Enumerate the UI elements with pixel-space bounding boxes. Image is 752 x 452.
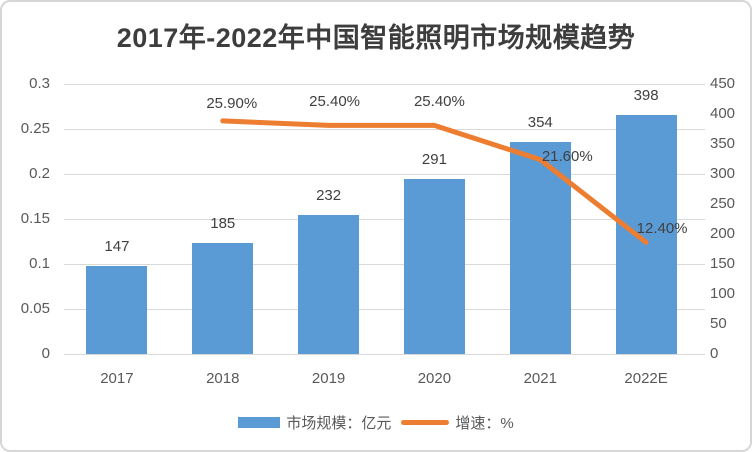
right-axis-tick-label: 350 bbox=[710, 135, 736, 152]
line-data-label: 25.90% bbox=[206, 94, 258, 112]
line-data-label: 21.60% bbox=[541, 147, 593, 165]
line-data-label: 12.40% bbox=[636, 220, 688, 238]
legend-line-label: 增速：% bbox=[455, 415, 514, 432]
bar bbox=[298, 214, 360, 354]
gridline bbox=[64, 353, 705, 355]
gridline bbox=[64, 218, 705, 220]
gridline bbox=[64, 263, 705, 265]
legend-bar-swatch bbox=[238, 417, 281, 428]
bar-data-label: 398 bbox=[633, 87, 659, 105]
x-axis-category-label: 2021 bbox=[523, 370, 557, 387]
gridline bbox=[64, 83, 705, 85]
bar-data-label: 291 bbox=[421, 151, 447, 169]
bar-data-label: 354 bbox=[527, 113, 553, 131]
x-axis-category-label: 2020 bbox=[417, 370, 452, 387]
right-axis-tick-label: 200 bbox=[710, 225, 736, 242]
bar bbox=[192, 243, 254, 354]
left-axis-tick-label: 0.2 bbox=[29, 165, 50, 182]
growth-line-svg bbox=[220, 118, 649, 245]
chart-title: 2017年-2022年中国智能照明市场规模趋势 bbox=[116, 23, 636, 53]
growth-line bbox=[220, 118, 649, 245]
line-data-label: 25.40% bbox=[413, 93, 465, 111]
right-axis-tick-label: 450 bbox=[710, 75, 736, 92]
bar bbox=[615, 115, 677, 354]
right-axis-tick-label: 100 bbox=[710, 285, 736, 302]
right-axis-tick-label: 150 bbox=[710, 255, 736, 272]
bar bbox=[403, 179, 465, 354]
left-axis-tick-label: 0.05 bbox=[20, 300, 50, 317]
right-axis-tick-label: 400 bbox=[710, 105, 736, 122]
bar bbox=[86, 265, 148, 354]
x-axis-category-label: 2022E bbox=[624, 370, 668, 387]
right-axis-tick-label: 250 bbox=[710, 195, 736, 212]
legend: 市场规模：亿元 增速：% bbox=[2, 412, 750, 433]
bar-data-label: 232 bbox=[316, 186, 342, 204]
bar-data-label: 185 bbox=[210, 215, 236, 232]
left-axis-tick-label: 0 bbox=[41, 345, 50, 362]
legend-bar-label: 市场规模：亿元 bbox=[286, 415, 392, 432]
line-data-label: 25.40% bbox=[309, 93, 361, 111]
bar-data-label: 147 bbox=[104, 237, 130, 255]
gridline bbox=[64, 173, 705, 175]
left-axis-tick-label: 0.15 bbox=[20, 210, 50, 227]
left-axis-tick-label: 0.3 bbox=[29, 75, 50, 92]
gridline bbox=[64, 128, 705, 130]
right-axis-tick-label: 0 bbox=[710, 345, 719, 362]
plot-area: 147 185 232 291 354 398 25.90% 25.40% 25.40% 21.6… bbox=[64, 83, 705, 355]
right-axis-tick-label: 300 bbox=[710, 165, 736, 182]
left-axis-tick-label: 0.25 bbox=[20, 120, 50, 137]
x-axis-category-label: 2017 bbox=[100, 370, 134, 387]
right-axis-tick-label: 50 bbox=[710, 315, 727, 332]
x-axis-category-label: 2018 bbox=[206, 370, 240, 387]
left-axis-tick-label: 0.1 bbox=[29, 255, 50, 272]
x-axis-category-label: 2019 bbox=[311, 370, 346, 387]
legend-line-swatch bbox=[401, 420, 450, 425]
gridline bbox=[64, 308, 705, 310]
